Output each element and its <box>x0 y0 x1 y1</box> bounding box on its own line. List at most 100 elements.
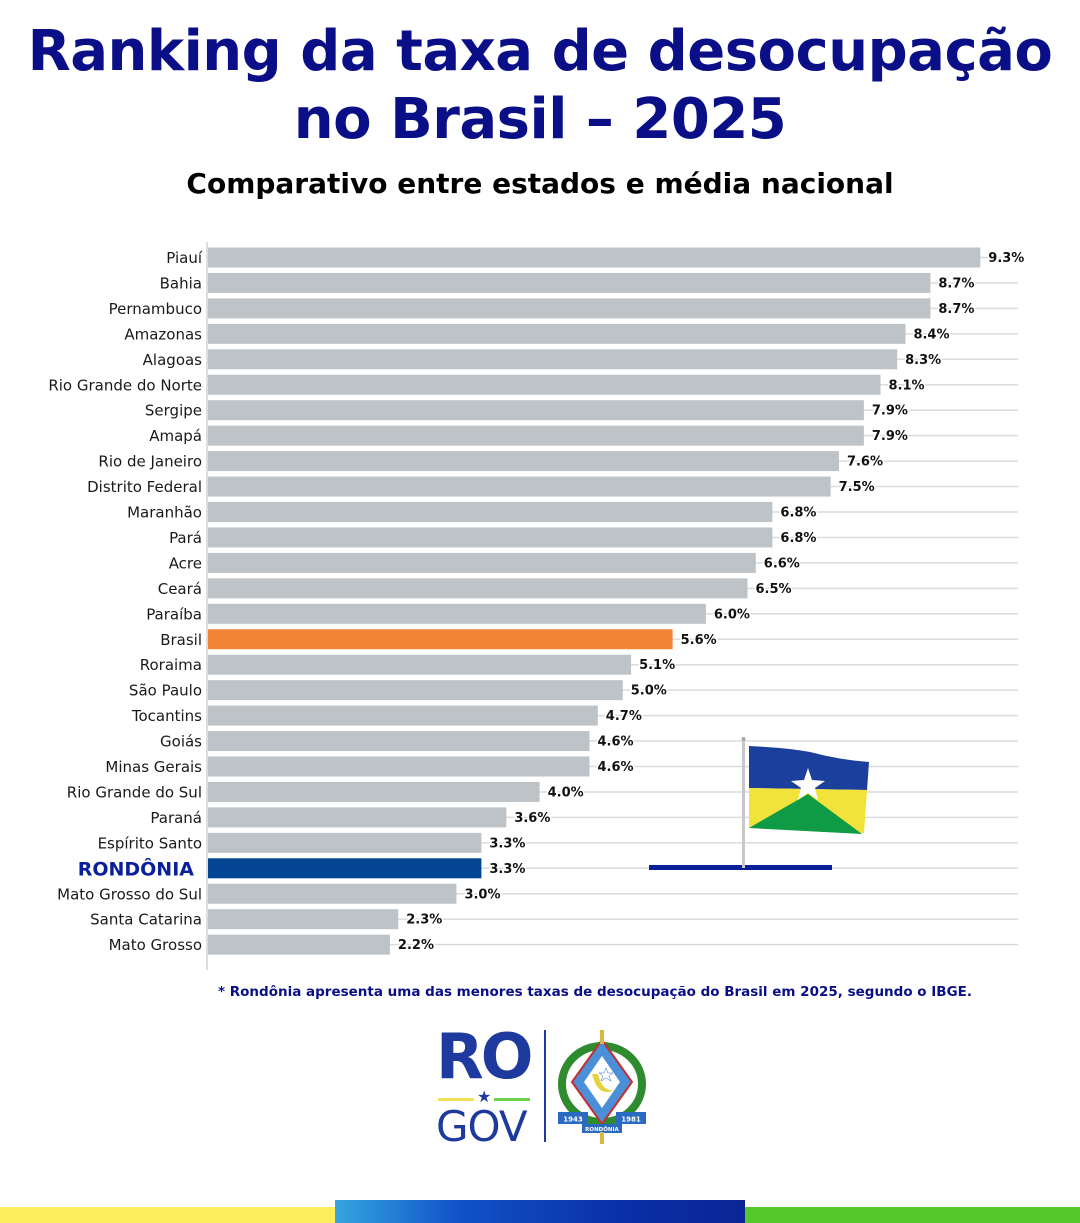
bar-rondonia <box>208 858 482 879</box>
flag-star <box>791 768 825 800</box>
category-label-tocantins: Tocantins <box>131 707 202 725</box>
category-label-distrito-federal: Distrito Federal <box>87 478 202 496</box>
value-label-amapa: 7.9% <box>872 429 908 444</box>
logo-green-line <box>494 1098 530 1101</box>
value-label-piaui: 9.3% <box>988 251 1024 266</box>
rogov-logo: RO ★ GOV 1943 1981 RONDÔNIA <box>432 1026 652 1148</box>
bar-sergipe <box>208 400 864 421</box>
bar-mato-grosso-do-sul <box>208 883 457 904</box>
flag-green-triangle <box>749 794 862 834</box>
value-labels: 9.3% 8.7% 8.7% 8.4% 8.3% 8.1% 7.9% 7.9% 7.6% 7.5%… <box>396 250 1025 955</box>
category-label-brasil: Brasil <box>160 631 202 649</box>
page-subtitle: Comparativo entre estados e média nacion… <box>186 167 894 200</box>
category-label-santa-catarina: Santa Catarina <box>90 911 202 929</box>
value-label-distrito-federal: 7.5% <box>839 480 875 495</box>
flag-pole-finial <box>741 737 746 741</box>
category-label-sergipe: Sergipe <box>145 402 202 420</box>
crest-sword-bottom <box>600 1132 604 1144</box>
category-label-mato-grosso-do-sul: Mato Grosso do Sul <box>57 885 202 903</box>
footer-stripe-yellow <box>0 1207 335 1223</box>
category-label-amazonas: Amazonas <box>124 325 202 343</box>
page-title-line-1: Ranking da taxa de desocupação <box>27 19 1053 84</box>
category-label-ceara: Ceará <box>158 580 202 598</box>
crest-name-ribbon <box>582 1124 622 1133</box>
category-labels: Piauí Bahia Pernambuco Amazonas Alagoas Rio G… <box>48 249 203 954</box>
crest-sword-top <box>600 1030 604 1044</box>
crest-name: RONDÔNIA <box>585 1126 619 1133</box>
category-label-rio-de-janeiro: Rio de Janeiro <box>98 453 202 471</box>
bar-roraima <box>208 654 632 675</box>
value-label-alagoas: 8.3% <box>905 353 941 368</box>
bar-paraiba <box>208 603 706 624</box>
value-label-para: 6.8% <box>780 531 816 546</box>
bars <box>208 247 981 955</box>
bar-amazonas <box>208 323 906 344</box>
flag-base-line <box>649 865 832 870</box>
category-label-mato-grosso: Mato Grosso <box>109 936 202 954</box>
bar-minas-gerais <box>208 756 590 777</box>
bar-sao-paulo <box>208 680 623 701</box>
bar-brasil <box>208 629 673 650</box>
category-label-para: Pará <box>169 529 202 547</box>
footer-stripe-green <box>745 1207 1080 1223</box>
category-label-maranhao: Maranhão <box>127 504 202 522</box>
bar-santa-catarina <box>208 909 399 930</box>
bar-maranhao <box>208 502 773 522</box>
footer-stripe-blue <box>335 1200 745 1223</box>
category-label-rio-grande-do-norte: Rio Grande do Norte <box>48 376 202 394</box>
crest-inner <box>584 1056 620 1108</box>
category-label-amapa: Amapá <box>149 427 202 445</box>
bar-mato-grosso <box>208 934 390 955</box>
logo-star-icon: ★ <box>477 1087 492 1106</box>
bar-amapa <box>208 425 864 446</box>
value-label-rio-grande-do-norte: 8.1% <box>889 378 925 393</box>
bar-para <box>208 527 773 548</box>
crest-horn <box>592 1074 614 1092</box>
category-label-acre: Acre <box>169 554 202 572</box>
crest-ribbon-right <box>616 1112 646 1124</box>
rondonia-flag-icon <box>649 737 869 870</box>
bar-distrito-federal <box>208 476 831 497</box>
crest-year-left: 1943 <box>563 1116 583 1124</box>
bar-parana <box>208 807 507 828</box>
category-label-bahia: Bahia <box>160 274 202 292</box>
value-label-tocantins: 4.7% <box>606 709 642 724</box>
value-label-sergipe: 7.9% <box>872 404 908 419</box>
value-label-parana: 3.6% <box>514 811 550 826</box>
state-coat-of-arms-icon: 1943 1981 RONDÔNIA <box>558 1030 646 1144</box>
bar-tocantins <box>208 705 598 726</box>
bar-pernambuco <box>208 298 931 319</box>
value-label-espirito-santo: 3.3% <box>489 836 525 851</box>
value-label-acre: 6.6% <box>764 556 800 571</box>
category-label-rondonia: RONDÔNIA <box>78 856 195 880</box>
bar-alagoas <box>208 349 898 370</box>
bar-chart: Piauí Bahia Pernambuco Amazonas Alagoas Rio G… <box>48 242 1026 970</box>
value-label-ceara: 6.5% <box>755 582 791 597</box>
bar-rio-de-janeiro <box>208 451 839 472</box>
value-label-pernambuco: 8.7% <box>938 302 974 317</box>
logo-ro-text: RO <box>436 1020 533 1093</box>
value-label-paraiba: 6.0% <box>714 607 750 622</box>
category-label-sao-paulo: São Paulo <box>129 682 202 700</box>
value-label-roraima: 5.1% <box>639 658 675 673</box>
category-label-minas-gerais: Minas Gerais <box>105 758 202 776</box>
category-label-pernambuco: Pernambuco <box>109 300 202 318</box>
value-label-rondonia: 3.3% <box>489 862 525 877</box>
value-label-minas-gerais: 4.6% <box>597 760 633 775</box>
bar-rio-grande-do-norte <box>208 374 881 395</box>
bar-piaui <box>208 247 981 268</box>
crest-year-right: 1981 <box>621 1116 641 1124</box>
bar-bahia <box>208 272 931 293</box>
bar-goias <box>208 731 590 752</box>
logo-gov-text: GOV <box>436 1102 528 1151</box>
category-label-paraiba: Paraíba <box>146 605 202 623</box>
flag-blue-stripe <box>749 746 869 790</box>
crest-star <box>598 1067 614 1082</box>
category-label-parana: Paraná <box>150 809 202 827</box>
value-label-rio-grande-do-sul: 4.0% <box>548 785 584 800</box>
value-label-brasil: 5.6% <box>681 633 717 648</box>
value-label-rio-de-janeiro: 7.6% <box>847 455 883 470</box>
page-title-line-2: no Brasil – 2025 <box>293 87 787 152</box>
bar-espirito-santo <box>208 832 482 853</box>
value-label-sao-paulo: 5.0% <box>631 684 667 699</box>
